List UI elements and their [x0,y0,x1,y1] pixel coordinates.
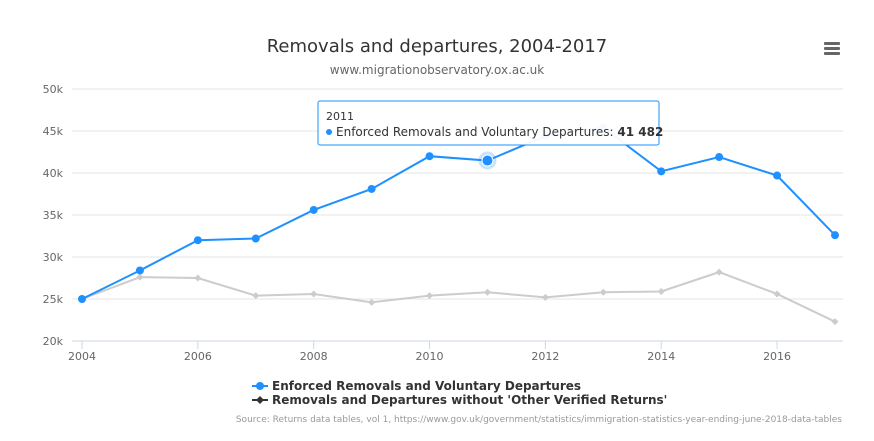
y-tick-label: 40k [43,167,64,180]
series-line [81,126,836,300]
y-tick-label: 30k [43,251,64,264]
data-point[interactable] [310,290,318,298]
y-axis: 20k 25k 30k 35k 40k 45k 50k [43,83,64,348]
data-point[interactable] [194,274,202,282]
data-point[interactable] [483,288,491,296]
x-tick-label: 2012 [531,350,559,363]
legend-marker-circle [256,382,264,390]
x-tick-label: 2004 [68,350,96,363]
tooltip-series-label: Enforced Removals and Voluntary Departur… [336,125,617,139]
data-point[interactable] [135,266,144,275]
tooltip: 2011 Enforced Removals and Voluntary Dep… [317,100,663,146]
data-point[interactable] [368,298,376,306]
data-point[interactable] [136,273,144,281]
x-tick-label: 2010 [416,350,444,363]
y-tick-label: 20k [43,335,64,348]
x-tick-label: 2008 [300,350,328,363]
data-point-highlighted[interactable] [481,154,494,167]
tooltip-series-marker [326,129,332,135]
data-point[interactable] [715,153,724,162]
series-removals-without-ovr [78,268,839,326]
series-enforced-removals [78,123,839,303]
data-point[interactable] [309,205,318,214]
chart-title: Removals and departures, 2004-2017 [267,36,608,57]
data-point[interactable] [773,171,782,180]
tooltip-year: 2011 [326,110,354,123]
tooltip-value: 41 482 [617,125,663,139]
tooltip-series-line: Enforced Removals and Voluntary Departur… [336,125,663,139]
y-tick-label: 50k [43,83,64,96]
data-point[interactable] [599,288,607,296]
series-line [81,271,836,323]
data-point[interactable] [367,184,376,193]
legend-label-removals-without-ovr: Removals and Departures without 'Other V… [272,393,667,407]
source-credit: Source: Returns data tables, vol 1, http… [236,415,842,425]
hamburger-menu-icon[interactable] [824,42,840,55]
legend-item-removals-without-ovr[interactable]: Removals and Departures without 'Other V… [252,393,667,407]
chart-subtitle: www.migrationobservatory.ox.ac.uk [330,63,544,77]
y-tick-label: 25k [43,293,64,306]
data-point[interactable] [773,290,781,298]
data-point[interactable] [251,234,260,243]
data-point[interactable] [252,292,260,300]
data-point[interactable] [541,293,549,301]
x-tick-label: 2016 [763,350,791,363]
y-tick-label: 35k [43,209,64,222]
legend: Enforced Removals and Voluntary Departur… [252,379,667,407]
legend-label-enforced-removals: Enforced Removals and Voluntary Departur… [272,379,581,393]
x-axis: 2004 2006 2008 2010 2012 2014 2016 [68,340,843,363]
data-point[interactable] [657,287,665,295]
data-point[interactable] [657,167,666,176]
y-tick-label: 45k [43,125,64,138]
data-point[interactable] [426,292,434,300]
data-point[interactable] [715,268,723,276]
data-point[interactable] [831,231,839,240]
legend-marker-diamond [256,396,264,404]
data-point[interactable] [425,152,434,161]
x-tick-label: 2014 [647,350,675,363]
data-point[interactable] [78,295,86,303]
legend-item-enforced-removals[interactable]: Enforced Removals and Voluntary Departur… [252,379,581,393]
data-point[interactable] [831,318,839,326]
x-tick-label: 2006 [184,350,212,363]
data-point[interactable] [193,236,202,245]
